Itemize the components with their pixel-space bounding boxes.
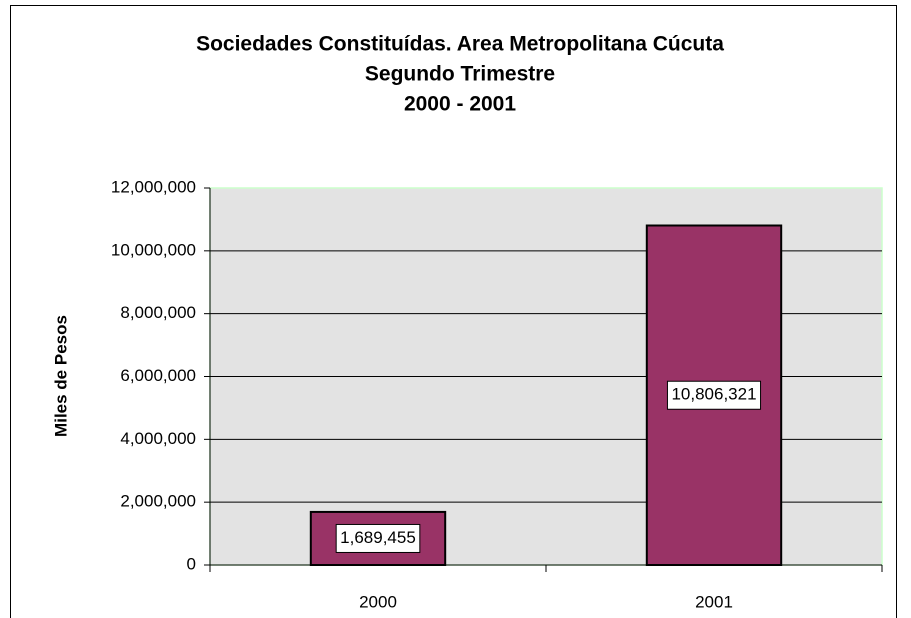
y-tick-label: 10,000,000	[111, 240, 196, 259]
y-tick-label: 4,000,000	[120, 429, 196, 448]
data-label-box	[335, 523, 421, 553]
y-tick-label: 12,000,000	[111, 177, 196, 196]
y-tick-label: 2,000,000	[120, 492, 196, 511]
x-tick-label: 2000	[359, 592, 397, 611]
chart-subtitle: Segundo Trimestre	[365, 63, 555, 86]
x-tick-label: 2001	[695, 592, 733, 611]
data-label-box	[666, 380, 762, 410]
y-tick-label: 6,000,000	[120, 366, 196, 385]
y-axis-label: Miles de Pesos	[51, 315, 70, 437]
chart-title: Sociedades Constituídas. Area Metropolit…	[196, 33, 724, 56]
y-tick-label: 8,000,000	[120, 303, 196, 322]
data-label: 1,689,455	[340, 528, 416, 547]
chart-subtitle: 2000 - 2001	[404, 93, 516, 116]
y-tick-label: 0	[187, 554, 196, 573]
data-label: 10,806,321	[671, 385, 756, 404]
